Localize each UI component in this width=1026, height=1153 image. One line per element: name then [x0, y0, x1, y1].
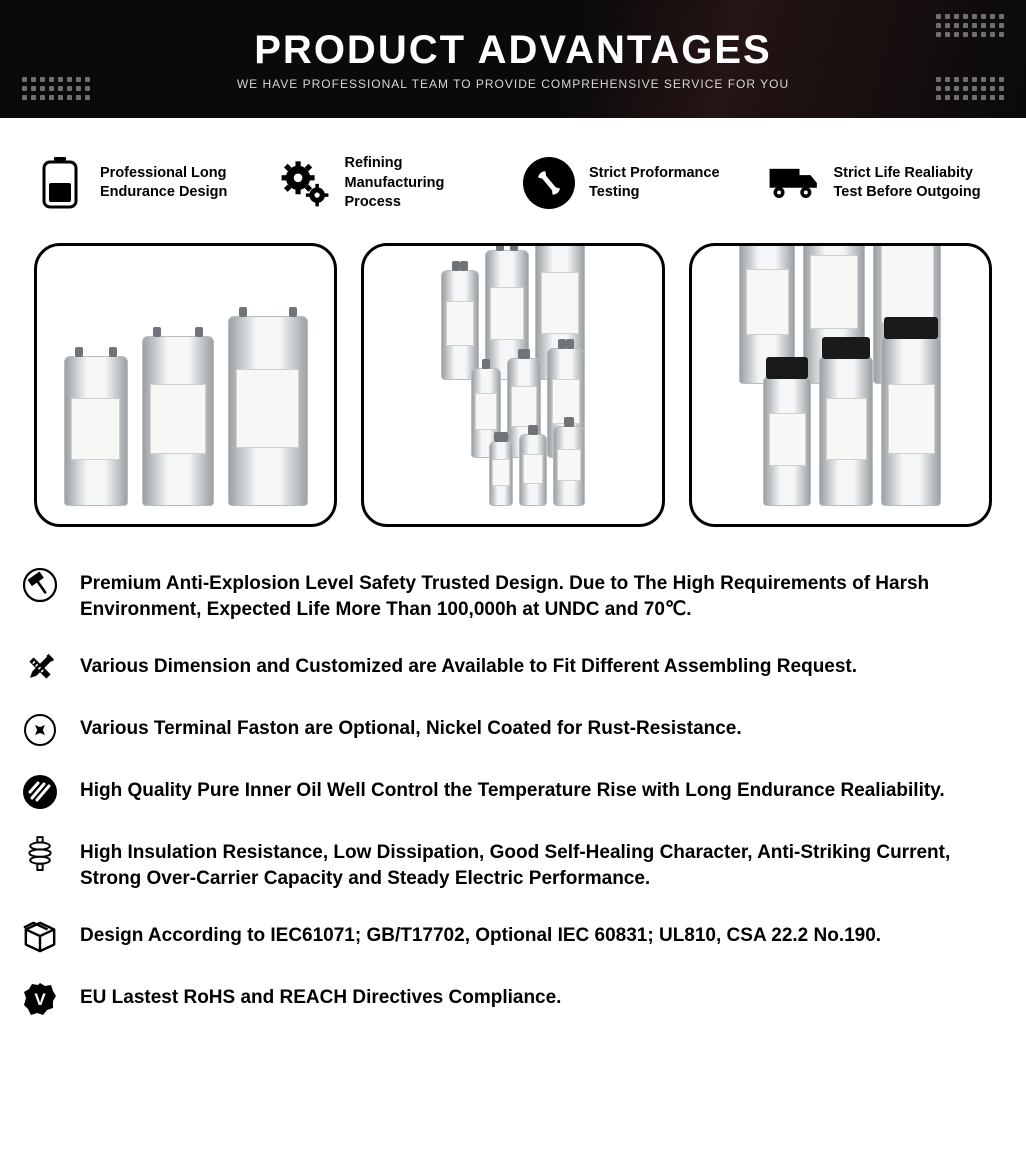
stripes-circle-icon — [22, 774, 58, 810]
feature-text: High Insulation Resistance, Low Dissipat… — [80, 836, 1004, 893]
wrench-icon — [523, 157, 575, 209]
advantage-item: Refining Manufacturing Process — [279, 154, 504, 213]
insulator-icon — [22, 836, 58, 872]
decorative-dots — [22, 77, 90, 100]
banner-subtitle: WE HAVE PROFESSIONAL TEAM TO PROVIDE COM… — [237, 77, 789, 91]
pencil-ruler-icon — [22, 650, 58, 686]
feature-text: Various Dimension and Customized are Ava… — [80, 650, 857, 681]
advantage-label: Strict Proformance Testing — [589, 164, 748, 203]
hammer-circle-icon — [22, 567, 58, 603]
banner: PRODUCT ADVANTAGES WE HAVE PROFESSIONAL … — [0, 0, 1026, 118]
feature-item: Various Dimension and Customized are Ava… — [22, 650, 1004, 686]
decorative-dots — [936, 77, 1004, 100]
feature-text: Premium Anti-Explosion Level Safety Trus… — [80, 567, 1004, 624]
shield-v-icon: V — [22, 981, 58, 1017]
feature-text: Various Terminal Faston are Optional, Ni… — [80, 712, 742, 743]
advantage-item: Strict Life Realiabity Test Before Outgo… — [768, 154, 993, 213]
advantage-label: Strict Life Realiabity Test Before Outgo… — [834, 164, 993, 203]
product-cards — [0, 231, 1026, 537]
advantage-item: Professional Long Endurance Design — [34, 154, 259, 213]
feature-text: EU Lastest RoHS and REACH Directives Com… — [80, 981, 561, 1012]
advantage-item: Strict Proformance Testing — [523, 154, 748, 213]
feature-text: High Quality Pure Inner Oil Well Control… — [80, 774, 945, 805]
battery-icon — [34, 157, 86, 209]
feature-text: Design According to IEC61071; GB/T17702,… — [80, 919, 881, 950]
product-card — [689, 243, 992, 527]
advantage-icon-row: Professional Long Endurance Design — [0, 118, 1026, 231]
feature-list: Premium Anti-Explosion Level Safety Trus… — [0, 537, 1026, 1063]
feature-item: Premium Anti-Explosion Level Safety Trus… — [22, 567, 1004, 624]
advantage-label: Refining Manufacturing Process — [345, 154, 504, 213]
gears-icon — [279, 157, 331, 209]
product-card — [361, 243, 664, 527]
target-circle-icon — [22, 712, 58, 748]
truck-icon — [768, 157, 820, 209]
feature-item: Design According to IEC61071; GB/T17702,… — [22, 919, 1004, 955]
product-card — [34, 243, 337, 527]
feature-item: High Quality Pure Inner Oil Well Control… — [22, 774, 1004, 810]
feature-item: Various Terminal Faston are Optional, Ni… — [22, 712, 1004, 748]
feature-item: High Insulation Resistance, Low Dissipat… — [22, 836, 1004, 893]
advantage-label: Professional Long Endurance Design — [100, 164, 259, 203]
banner-title: PRODUCT ADVANTAGES — [254, 28, 771, 73]
svg-text:V: V — [34, 990, 46, 1009]
box-icon — [22, 919, 58, 955]
decorative-dots — [936, 14, 1004, 37]
feature-item: V EU Lastest RoHS and REACH Directives C… — [22, 981, 1004, 1017]
